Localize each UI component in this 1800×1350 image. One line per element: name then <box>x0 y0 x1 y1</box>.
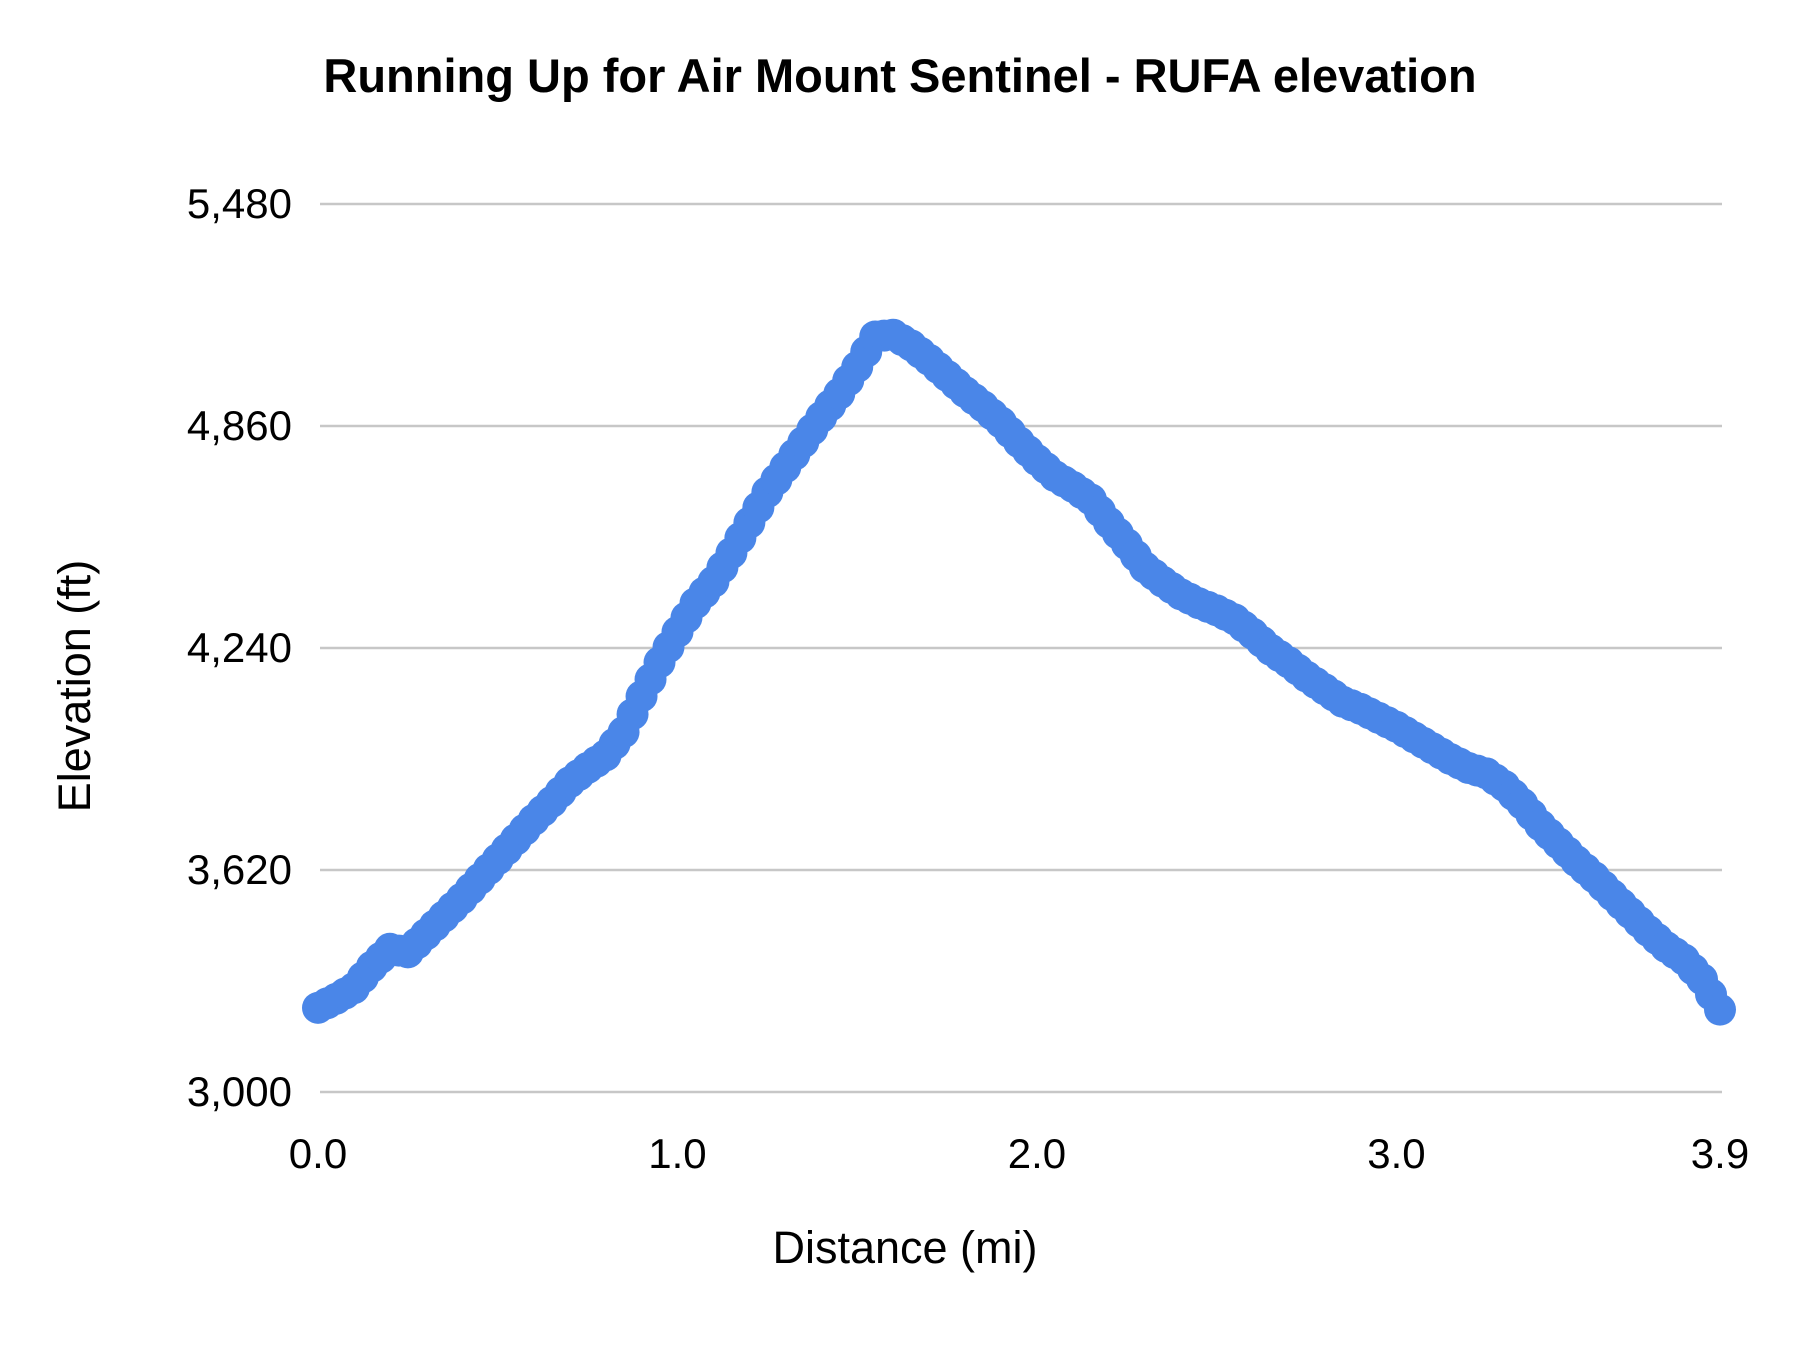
chart-title: Running Up for Air Mount Sentinel - RUFA… <box>323 49 1477 102</box>
x-tick-label: 0.0 <box>288 1130 348 1177</box>
x-axis-title: Distance (mi) <box>772 1222 1038 1273</box>
x-tick-label: 2.0 <box>1007 1130 1067 1177</box>
y-tick-label: 5,480 <box>186 180 292 227</box>
y-tick-label: 3,000 <box>186 1068 292 1115</box>
x-tick-label: 3.9 <box>1690 1130 1750 1177</box>
y-tick-label: 4,240 <box>186 624 292 671</box>
x-tick-label: 1.0 <box>648 1130 707 1177</box>
y-tick-label: 3,620 <box>186 846 292 893</box>
data-point <box>1704 993 1736 1026</box>
y-tick-label: 4,860 <box>186 402 292 449</box>
x-tick-label: 3.0 <box>1367 1130 1426 1177</box>
